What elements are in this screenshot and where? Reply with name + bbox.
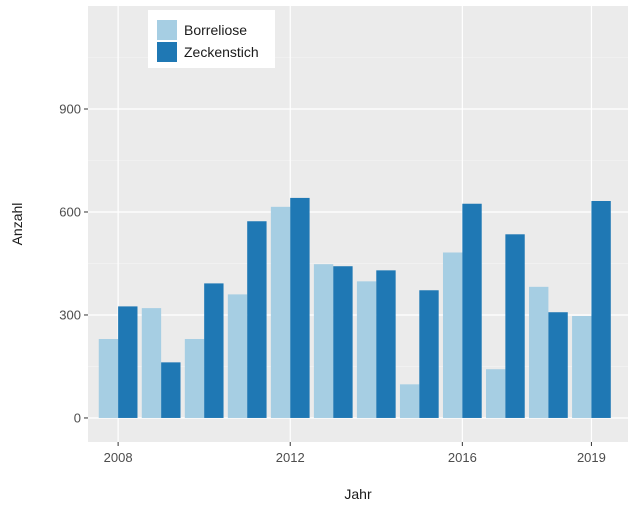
y-tick-label: 900 [59, 101, 81, 116]
bar [376, 270, 396, 418]
bar [247, 221, 267, 418]
bar [462, 203, 482, 418]
bar [184, 339, 205, 418]
legend-key [157, 20, 177, 40]
legend-label: Zeckenstich [184, 44, 259, 60]
x-tick-label: 2012 [276, 450, 305, 465]
bar [141, 308, 162, 418]
bars [98, 197, 611, 418]
y-tick-label: 600 [59, 204, 81, 219]
legend: Borreliose Zeckenstich [148, 10, 275, 68]
bar [399, 384, 420, 418]
y-tick-label: 300 [59, 307, 81, 322]
bar [161, 362, 181, 418]
legend-label: Borreliose [184, 22, 247, 38]
bar [529, 286, 549, 418]
bar [333, 266, 353, 418]
x-tick-label: 2019 [577, 450, 606, 465]
bar [548, 312, 568, 418]
axes: 0 300 600 900 2008 2012 2016 2019 [59, 101, 606, 465]
bar [270, 206, 291, 418]
legend-key [157, 42, 177, 62]
bar [442, 252, 463, 418]
x-tick-label: 2016 [448, 450, 477, 465]
bar [356, 281, 377, 418]
bar [572, 316, 592, 418]
bar [290, 197, 310, 418]
y-tick-label: 0 [74, 410, 81, 425]
bar [227, 294, 248, 418]
bar [204, 283, 224, 418]
x-tick-label: 2008 [104, 450, 133, 465]
bar [313, 264, 334, 418]
bar [98, 339, 119, 418]
bar [505, 234, 525, 418]
bar [419, 290, 439, 418]
y-axis-label: Anzahl [9, 203, 25, 246]
bar [118, 306, 138, 418]
x-axis-label: Jahr [344, 486, 372, 502]
bar [486, 369, 506, 418]
bar [591, 200, 611, 418]
